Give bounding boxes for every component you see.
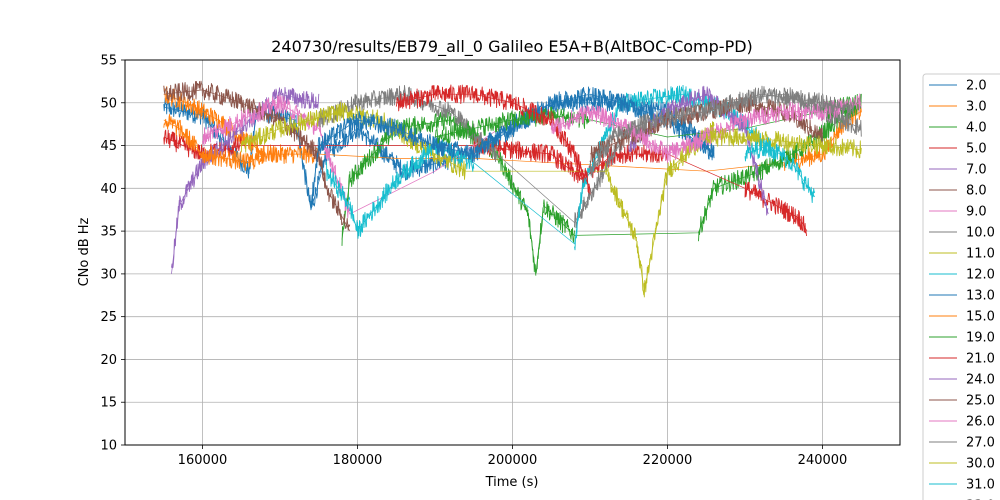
y-tick-label: 20 (100, 353, 117, 368)
legend-entry-label: 33.0 (966, 499, 995, 500)
series-noise-band (395, 84, 591, 195)
y-tick-label: 55 (100, 54, 117, 69)
y-tick-label: 10 (100, 439, 117, 454)
legend-entry-label: 13.0 (966, 289, 995, 304)
legend-entry-label: 19.0 (966, 331, 995, 346)
series-noise-band (171, 86, 320, 269)
y-axis-ticks: 10 15 20 25 30 35 40 45 50 55 (100, 54, 125, 454)
x-tick-label: 160000 (178, 453, 228, 468)
series-noise-band (163, 113, 265, 171)
x-tick-label: 220000 (643, 453, 693, 468)
legend-entry-label: 30.0 (966, 457, 995, 472)
series-line (318, 93, 862, 224)
series-layer (163, 80, 862, 298)
y-tick-label: 50 (100, 96, 117, 111)
legend-entry-label: 9.0 (966, 205, 987, 220)
series-line (171, 93, 319, 274)
series-line (163, 119, 265, 164)
series-line (589, 93, 854, 172)
legend-entry-label: 2.0 (966, 79, 987, 94)
y-tick-label: 35 (100, 225, 117, 240)
x-axis-ticks: 160000 180000 200000 220000 240000 (178, 445, 848, 468)
legend-entry-label: 31.0 (966, 478, 995, 493)
series-line (706, 136, 862, 151)
x-tick-label: 200000 (488, 453, 538, 468)
chart-title: 240730/results/EB79_all_0 Galileo E5A+B(… (271, 37, 753, 57)
legend-entry-label: 8.0 (966, 184, 987, 199)
legend-box (922, 73, 1000, 500)
legend-entry-label: 26.0 (966, 415, 995, 430)
legend-entry-label: 12.0 (966, 268, 995, 283)
y-tick-label: 15 (100, 396, 117, 411)
series-line (202, 102, 513, 215)
series-noise-band (589, 85, 854, 178)
series-noise-band (202, 94, 351, 219)
legend-entry-label: 21.0 (966, 352, 995, 367)
y-tick-label: 40 (100, 182, 117, 197)
series-line (744, 145, 816, 198)
plot-area (163, 80, 862, 298)
legend-entry-label: 5.0 (966, 142, 987, 157)
legend-entry-label: 24.0 (966, 373, 995, 388)
legend-entry-label: 4.0 (966, 121, 987, 136)
legend-entry-label: 15.0 (966, 310, 995, 325)
x-tick-label: 240000 (798, 453, 848, 468)
y-tick-label: 25 (100, 310, 117, 325)
y-tick-label: 30 (100, 267, 117, 282)
legend-entry-label: 25.0 (966, 394, 995, 409)
y-axis-label: CNo dB Hz (77, 217, 92, 286)
legend-entry-label: 10.0 (966, 226, 995, 241)
legend-entry-label: 3.0 (966, 100, 987, 115)
y-tick-label: 45 (100, 139, 117, 154)
legend-entry-label: 27.0 (966, 436, 995, 451)
legend: 2.0 3.0 4.0 5.0 7.0 8.0 9.0 10.0 11.0 12.0 13.0 15.… (922, 73, 1000, 500)
series-line (241, 110, 715, 292)
series-line (310, 93, 715, 206)
x-axis-label: Time (s) (485, 475, 539, 490)
series-line (396, 93, 591, 189)
legend-entry-label: 7.0 (966, 163, 987, 178)
legend-entry-label: 11.0 (966, 247, 995, 262)
x-tick-label: 180000 (333, 453, 383, 468)
series-noise-band (434, 93, 862, 144)
